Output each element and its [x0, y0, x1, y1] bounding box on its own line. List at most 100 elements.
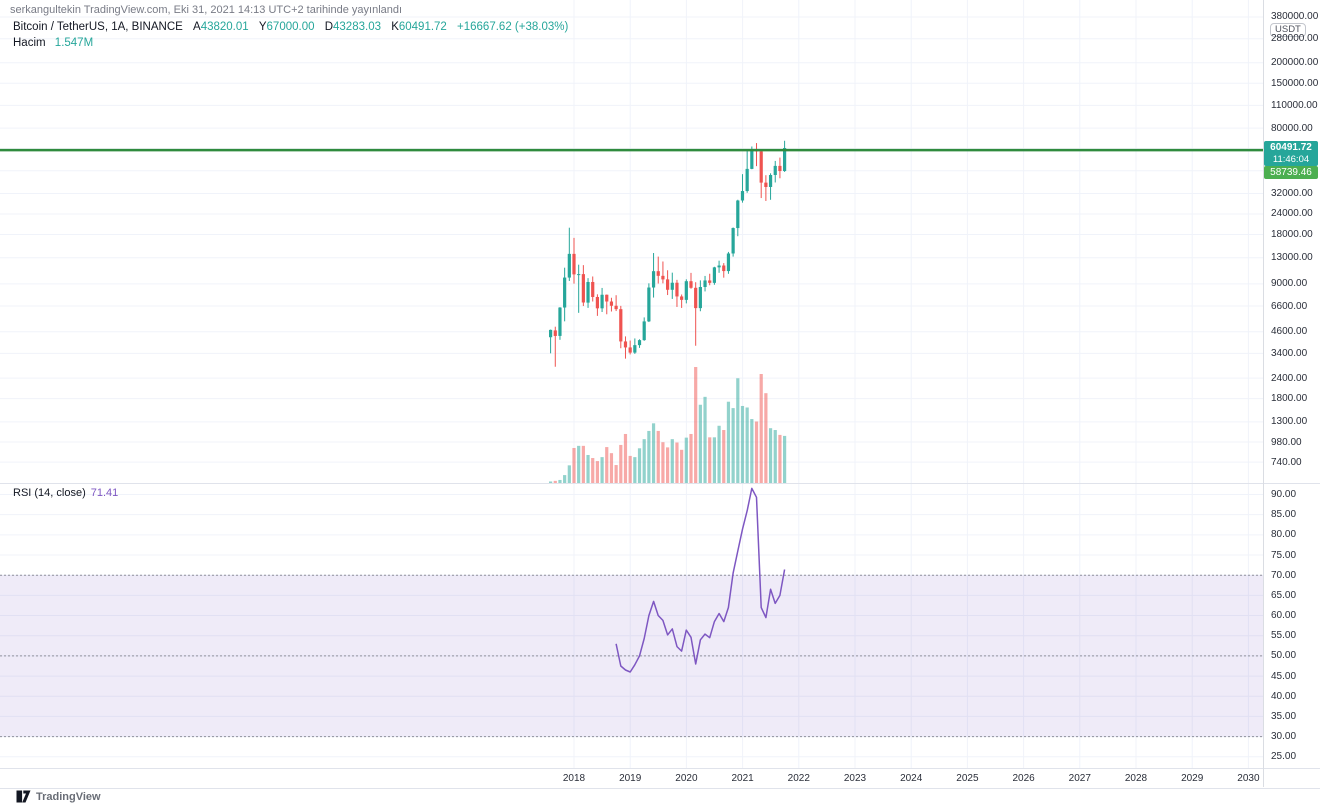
rsi-axis-tick: 65.00 [1271, 589, 1297, 601]
rsi-axis-tick: 85.00 [1271, 509, 1297, 521]
volume-bar [591, 458, 595, 483]
volume-bar [637, 448, 642, 483]
candle-body [623, 341, 628, 348]
year-label: 2022 [787, 773, 810, 784]
volume-label: Hacim [13, 37, 46, 49]
rsi-value: 71.41 [90, 487, 119, 499]
price-axis-tick: 4600.00 [1271, 326, 1308, 338]
volume-bar [768, 428, 773, 483]
bar-countdown: 11:46:04 [1272, 154, 1310, 166]
price-axis-tick: 1300.00 [1271, 416, 1308, 428]
candle-body [731, 228, 735, 254]
volume-bar [656, 430, 660, 483]
volume-bar [628, 455, 632, 483]
volume-legend[interactable]: Hacim 1.547M [13, 37, 93, 49]
volume-bar [619, 444, 623, 483]
price-axis-tick: 6600.00 [1271, 300, 1308, 312]
rsi-axis-tick: 60.00 [1271, 610, 1297, 622]
close-label: K [391, 21, 399, 33]
volume-bar [572, 447, 576, 483]
low-label: D [324, 21, 334, 33]
volume-bar [614, 465, 618, 483]
volume-bar [722, 430, 726, 483]
candle-body [572, 253, 576, 275]
candle-body [670, 282, 674, 290]
rsi-axis-tick: 90.00 [1271, 489, 1297, 500]
change-value: +16667.62 (+38.03%) [457, 21, 569, 33]
price-axis-tick: 380000.00 [1271, 11, 1319, 23]
rsi-axis-tick: 45.00 [1271, 670, 1297, 682]
volume-bar [623, 433, 628, 483]
volume-bar [740, 405, 745, 483]
open-value: 43820.01 [200, 21, 249, 33]
candle-body [619, 309, 623, 342]
open-label: A [193, 21, 201, 33]
time-axis[interactable]: 2018 2019 2020 2021 2022 2023 2024 2025 2026 2027… [0, 768, 1320, 789]
candle-body [675, 282, 679, 297]
year-label: 2020 [675, 773, 698, 784]
year-label: 2026 [1012, 773, 1035, 784]
price-axis-tick: 2400.00 [1271, 372, 1308, 384]
rsi-axis-tick: 55.00 [1271, 630, 1297, 642]
year-label: 2025 [956, 773, 979, 784]
symbol-title: Bitcoin / TetherUS, 1A, BINANCE [13, 21, 183, 33]
volume-bar [642, 439, 646, 483]
unit-badge[interactable]: USDT [1270, 23, 1306, 37]
price-axis-tick: 18000.00 [1271, 228, 1313, 240]
volume-bar [609, 453, 614, 483]
volume-bar [581, 445, 585, 483]
price-scale[interactable]: USDT 60491.72 11:46:04 58739.46 380000.0… [1263, 0, 1320, 787]
volume-bar [563, 475, 567, 483]
candle-body [647, 287, 651, 322]
rsi-legend[interactable]: RSI (14, close) 71.41 [13, 487, 118, 499]
price-axis-tick: 280000.00 [1271, 33, 1319, 45]
candle-body [628, 347, 632, 353]
volume-bar [731, 408, 735, 483]
candle-body [703, 280, 707, 287]
candle-body [666, 279, 670, 290]
volume-bar [595, 461, 599, 483]
volume-bar [703, 396, 707, 483]
volume-bar [633, 457, 637, 483]
candle-body [736, 200, 740, 229]
rsi-axis-tick: 80.00 [1271, 529, 1297, 541]
price-axis-tick: 200000.00 [1271, 57, 1319, 69]
year-label: 2021 [731, 773, 754, 784]
volume-bar [783, 435, 787, 483]
candle-body [586, 281, 590, 303]
candle-body [600, 294, 604, 309]
candle-body [740, 191, 745, 201]
volume-bar [675, 442, 679, 483]
volume-bar [745, 407, 749, 483]
price-axis-tick: 110000.00 [1271, 99, 1318, 111]
candle-body [680, 296, 684, 300]
published-header: serkangultekin TradingView.com, Eki 31, … [10, 4, 403, 16]
tradingview-watermark[interactable]: TradingView [16, 790, 101, 803]
candle-body [768, 174, 773, 187]
volume-bar [553, 480, 557, 483]
year-label: 2019 [619, 773, 642, 784]
rsi-axis-tick: 35.00 [1271, 710, 1297, 722]
pane-separator[interactable] [0, 483, 1320, 484]
candle-body [745, 168, 749, 192]
rsi-axis-tick: 75.00 [1271, 549, 1297, 561]
price-axis-tick: 13000.00 [1271, 252, 1313, 264]
rsi-axis-tick: 25.00 [1271, 751, 1297, 763]
rsi-axis-tick: 70.00 [1271, 569, 1297, 581]
price-axis-tick: 32000.00 [1271, 187, 1313, 199]
volume-bar [558, 479, 562, 483]
rsi-label: RSI (14, close) [13, 487, 86, 499]
volume-bar [773, 430, 777, 483]
candle-body [656, 271, 660, 276]
volume-bar [764, 393, 768, 483]
chart-canvas[interactable] [0, 0, 1263, 787]
year-label: 2024 [900, 773, 923, 784]
symbol-legend[interactable]: Bitcoin / TetherUS, 1A, BINANCE A43820.0… [13, 21, 568, 33]
candle-body [708, 280, 712, 283]
candle-body [553, 330, 557, 336]
price-axis-tick: 740.00 [1271, 456, 1302, 468]
candle-body [563, 277, 567, 308]
volume-bar [712, 437, 716, 483]
tradingview-logo-icon [16, 790, 31, 803]
candle-body [694, 287, 698, 309]
